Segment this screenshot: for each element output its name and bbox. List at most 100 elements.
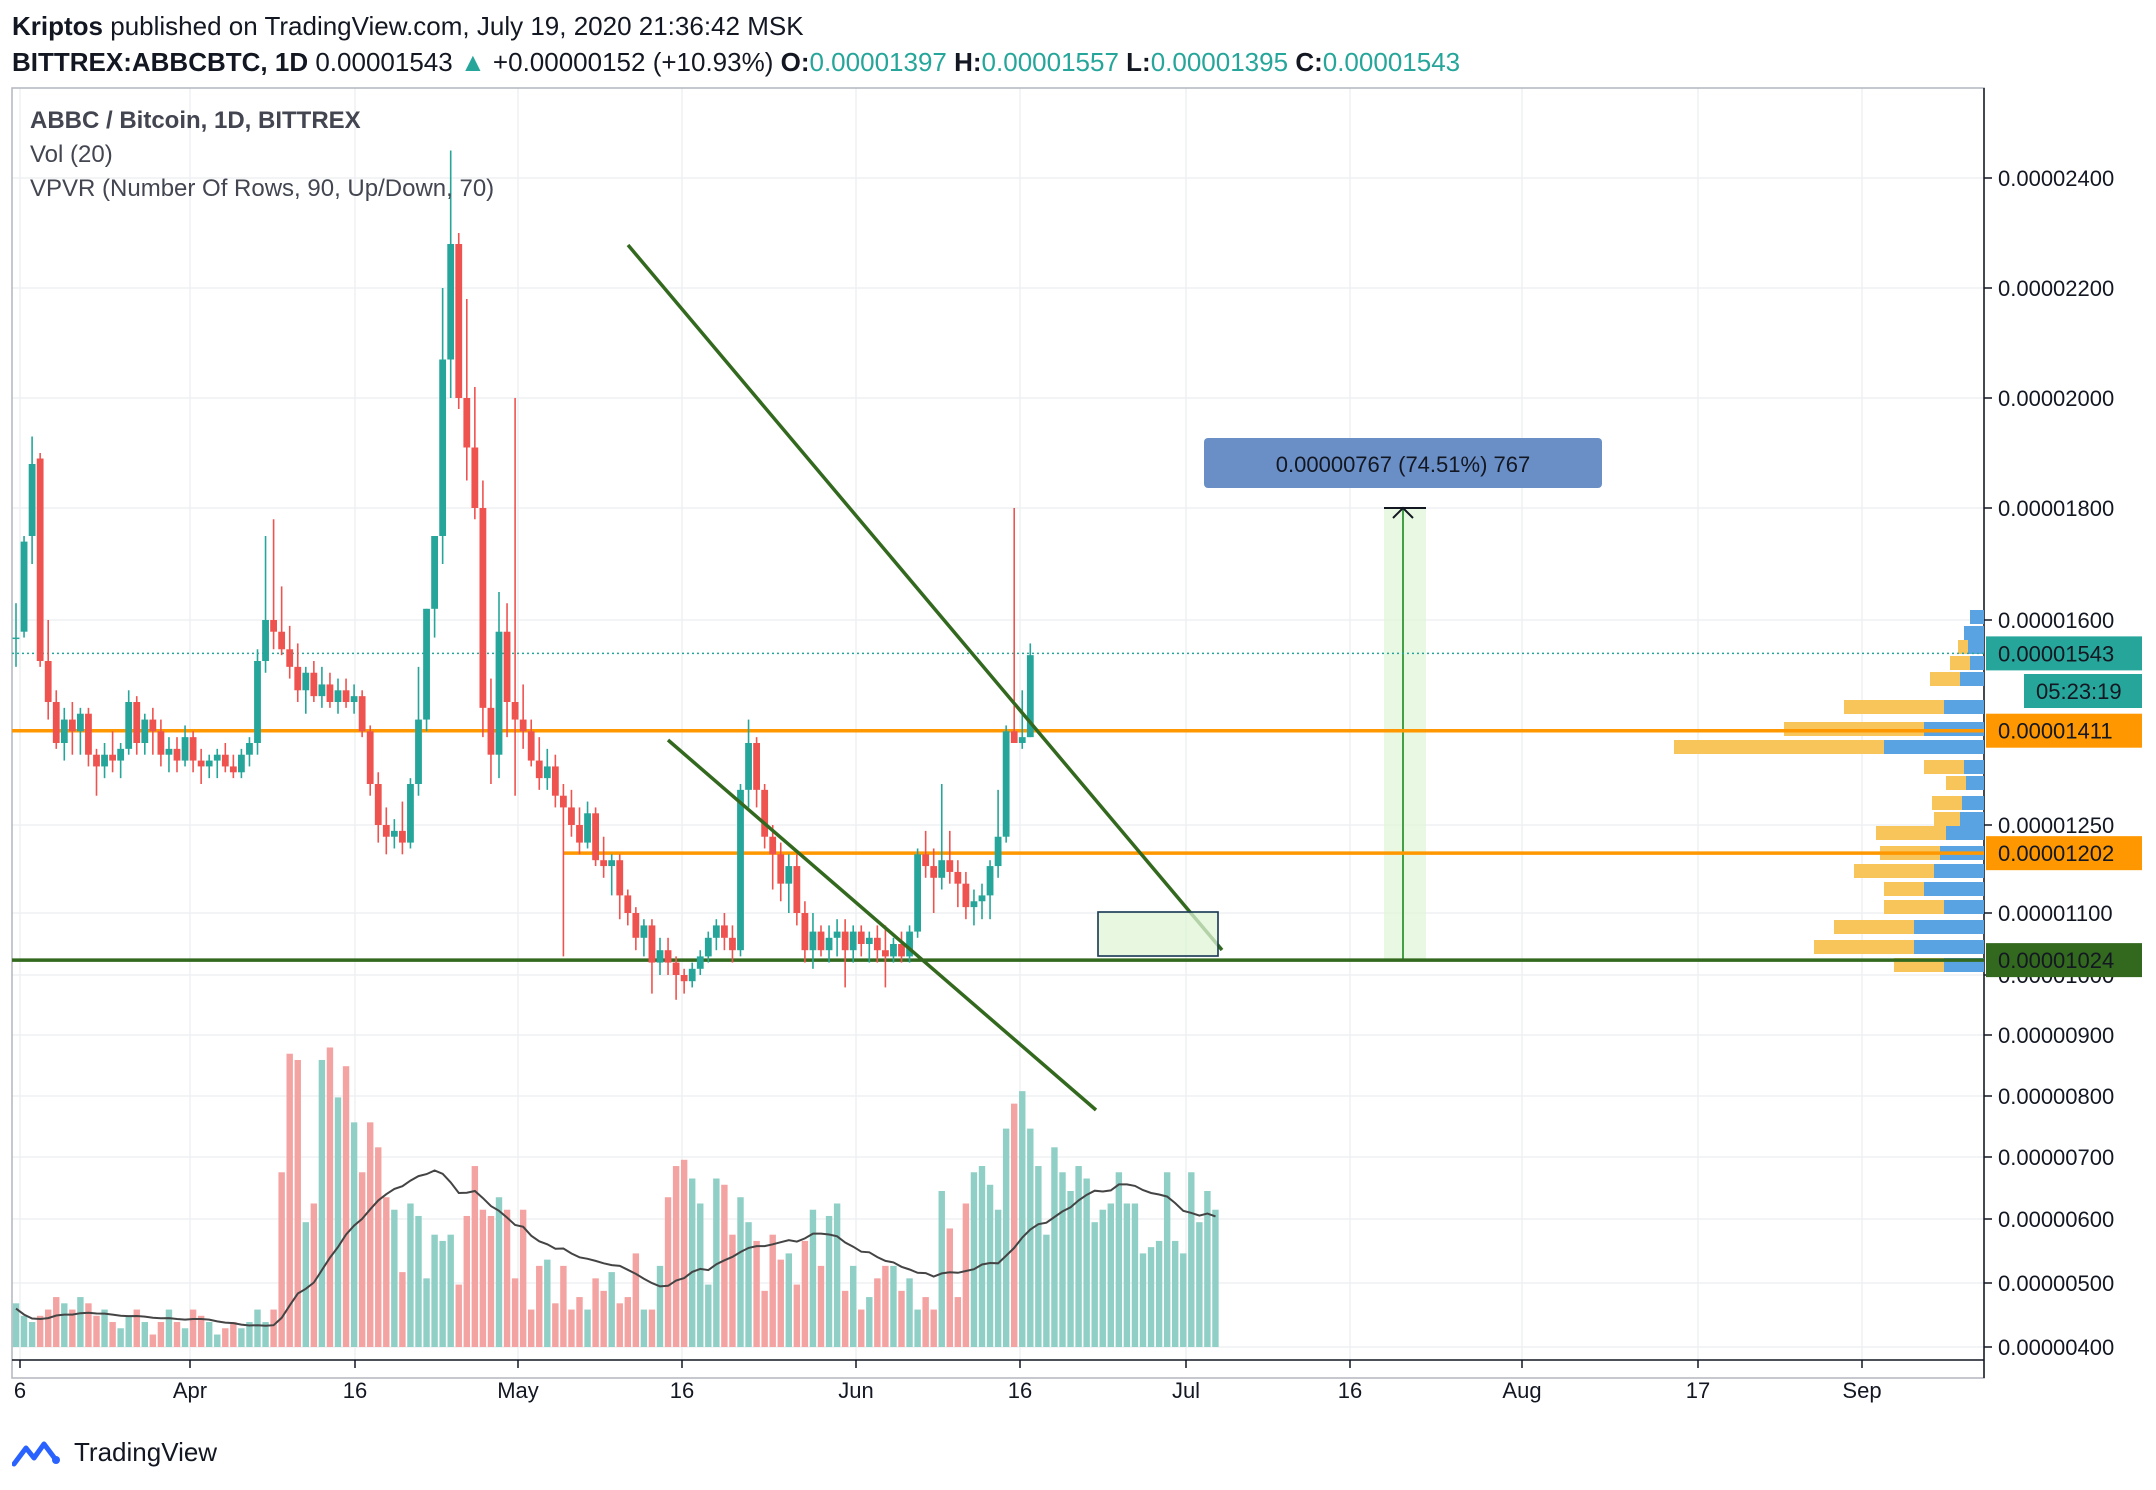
y-tick-label: 0.00000800 xyxy=(1998,1084,2114,1109)
volume-bar xyxy=(383,1197,390,1347)
candle-body xyxy=(600,860,608,867)
price-range-measure[interactable]: 0.00000767 (74.51%) 767 xyxy=(1204,438,1602,962)
vpvr-down-row xyxy=(1844,700,1944,714)
candle-body xyxy=(898,944,905,957)
volume-bar xyxy=(793,1284,801,1347)
candle-body xyxy=(922,854,930,867)
candle-body xyxy=(431,536,438,609)
candle-body xyxy=(825,937,833,951)
tradingview-brand[interactable]: TradingView xyxy=(74,1437,218,1467)
volume-bar xyxy=(986,1184,994,1347)
consolidation-box[interactable] xyxy=(1097,911,1219,957)
measure-area xyxy=(1384,508,1426,961)
time-axis[interactable]: 6 Apr 16 May 16 Jun 16 Jul 16 Aug 17 Sep xyxy=(14,1360,1882,1403)
volume-bar xyxy=(447,1234,454,1347)
volume-bar xyxy=(1163,1172,1171,1347)
volume-bar xyxy=(1155,1240,1163,1347)
x-tick-label: 16 xyxy=(670,1378,694,1403)
candle-body xyxy=(1010,731,1018,743)
chart-grid xyxy=(12,88,1984,1360)
volume-bar xyxy=(254,1309,261,1347)
vpvr-up-row xyxy=(1970,610,1984,624)
candle-body xyxy=(930,866,938,878)
candle-body xyxy=(93,754,100,767)
candle-body xyxy=(640,925,648,938)
volume-bar xyxy=(648,1309,656,1347)
candle-body xyxy=(777,854,785,884)
volume-bar xyxy=(117,1328,124,1347)
volume-bar xyxy=(391,1209,398,1347)
volume-bar xyxy=(206,1322,213,1347)
volume-bar xyxy=(286,1053,293,1347)
candle-body xyxy=(374,784,382,825)
candle-body xyxy=(616,860,624,896)
candle-body xyxy=(986,866,994,896)
volume-bar xyxy=(342,1066,350,1347)
candle-body xyxy=(632,913,640,938)
vpvr-up-row xyxy=(1966,776,1984,790)
volume-bar xyxy=(1059,1172,1066,1347)
volume-bar xyxy=(616,1303,623,1347)
published-text: published on TradingView.com, July 19, 2… xyxy=(110,11,804,41)
volume-bar xyxy=(552,1303,559,1347)
volume-bar xyxy=(439,1240,446,1347)
volume-bar xyxy=(310,1203,318,1347)
volume-bar xyxy=(970,1172,978,1347)
volume-bar xyxy=(528,1309,535,1347)
vpvr-down-row xyxy=(1876,826,1946,840)
candle-body xyxy=(1018,737,1026,743)
candle-body xyxy=(342,690,350,702)
candle-body xyxy=(12,637,20,640)
volume-bar xyxy=(1123,1203,1131,1347)
candle-body xyxy=(455,244,463,398)
y-tick-label: 0.00000400 xyxy=(1998,1335,2114,1360)
x-tick-label: Jul xyxy=(1172,1378,1200,1403)
candle-body xyxy=(1026,655,1034,738)
measure-label-box xyxy=(1204,438,1602,488)
vpvr-down-row xyxy=(1884,882,1924,896)
volume-bar xyxy=(1019,1091,1026,1347)
legend-vpvr[interactable]: VPVR (Number Of Rows, 90, Up/Down, 70) xyxy=(30,175,494,202)
candle-body xyxy=(721,925,728,938)
candle-body xyxy=(52,702,60,743)
price-axis[interactable]: 0.00002400 0.00002200 0.00002000 0.00001800… xyxy=(1984,166,2114,1360)
volume-bar xyxy=(93,1315,100,1347)
publisher-name[interactable]: Kriptos xyxy=(12,11,103,41)
candle-body xyxy=(133,702,141,743)
legend-vol[interactable]: Vol (20) xyxy=(30,141,113,168)
candle-body xyxy=(584,813,591,843)
volume-bar xyxy=(399,1272,406,1347)
candle-body xyxy=(890,944,897,957)
quote-line: BITTREX:ABBCBTC, 1D 0.00001543 ▲ +0.0000… xyxy=(12,44,2142,80)
up-triangle-icon: ▲ xyxy=(459,47,486,77)
volume-bar xyxy=(866,1297,873,1347)
candle-body xyxy=(511,702,519,720)
volume-bar xyxy=(69,1309,76,1347)
volume-bar xyxy=(1115,1172,1123,1347)
candle-body xyxy=(672,962,680,975)
volume-bar xyxy=(761,1290,768,1347)
candle-body xyxy=(20,541,28,632)
candle-body xyxy=(77,713,84,732)
candle-body xyxy=(624,895,632,913)
trend-lines[interactable] xyxy=(626,243,1224,1112)
tradingview-logo-icon[interactable] xyxy=(12,1438,64,1468)
candle-body xyxy=(286,649,294,667)
volume-bar xyxy=(536,1265,543,1347)
candle-body xyxy=(109,754,116,761)
volume-bar xyxy=(431,1234,438,1347)
y-tick-label: 0.00000900 xyxy=(1998,1023,2114,1048)
descending-trendline-lower xyxy=(666,738,1098,1112)
volume-bar xyxy=(423,1278,430,1347)
y-tick-label: 0.00001100 xyxy=(1998,901,2113,926)
candle-body xyxy=(165,748,173,755)
candle-body xyxy=(382,825,390,837)
vpvr-down-row xyxy=(1930,672,1960,686)
candle-body xyxy=(857,931,865,944)
candle-body xyxy=(157,731,165,755)
candle-body xyxy=(366,731,374,784)
price-chart[interactable]: 0.00000767 (74.51%) 767 0.000024000.0000… xyxy=(0,0,2156,1420)
volume-bar xyxy=(197,1315,205,1347)
candle-body xyxy=(60,719,68,743)
volume-bar xyxy=(978,1166,986,1347)
